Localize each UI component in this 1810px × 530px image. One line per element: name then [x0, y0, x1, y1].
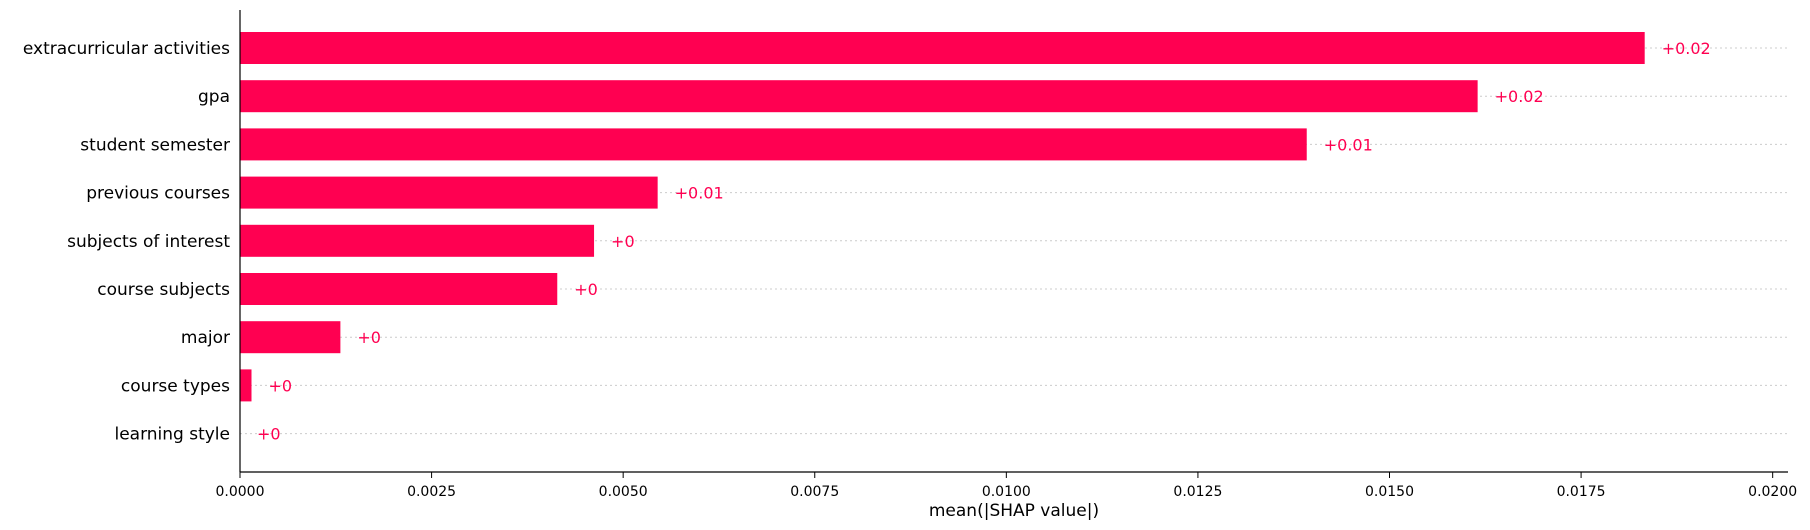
- bar: [240, 273, 558, 305]
- x-axis-title: mean(|SHAP value|): [929, 501, 1099, 521]
- value-label: +0: [611, 232, 635, 251]
- value-label: +0: [357, 328, 381, 347]
- x-tick-label: 0.0050: [599, 484, 648, 500]
- value-label: +0.01: [675, 184, 724, 203]
- value-label: +0: [268, 376, 292, 395]
- bar: [240, 32, 1645, 64]
- bar: [240, 321, 341, 354]
- label-layer: extracurricular activities +0.02 gpa +0.02 s…: [23, 39, 1711, 445]
- category-label: learning style: [114, 425, 230, 445]
- category-label: subjects of interest: [67, 232, 230, 252]
- bar: [240, 128, 1307, 161]
- x-tick-label: 0.0125: [1173, 484, 1222, 500]
- category-label: course subjects: [97, 280, 230, 300]
- value-label: +0.02: [1495, 87, 1544, 106]
- x-tick-label: 0.0075: [790, 484, 839, 500]
- value-label: +0.02: [1662, 39, 1711, 58]
- category-label: gpa: [198, 87, 230, 107]
- axis-layer: 0.0000 0.0025 0.0050 0.0075 0.0100 0.0125 0.01…: [216, 10, 1797, 500]
- value-label: +0.01: [1324, 135, 1373, 154]
- bar: [240, 224, 595, 257]
- bar: [240, 176, 658, 209]
- bar: [240, 369, 252, 402]
- x-tick-label: 0.0150: [1365, 484, 1414, 500]
- category-label: course types: [121, 376, 230, 396]
- x-tick-label: 0.0175: [1557, 484, 1606, 500]
- x-tick-label: 0.0200: [1748, 484, 1797, 500]
- x-tick-label: 0.0025: [407, 484, 456, 500]
- category-label: major: [181, 328, 230, 348]
- value-label: +0: [257, 425, 281, 444]
- bar-layer: [240, 32, 1645, 402]
- category-label: student semester: [80, 135, 230, 155]
- value-label: +0: [574, 280, 598, 299]
- x-tick-label: 0.0000: [216, 484, 265, 500]
- x-tick-label: 0.0100: [982, 484, 1031, 500]
- bar: [240, 80, 1478, 113]
- category-label: previous courses: [86, 184, 230, 204]
- category-label: extracurricular activities: [23, 39, 230, 59]
